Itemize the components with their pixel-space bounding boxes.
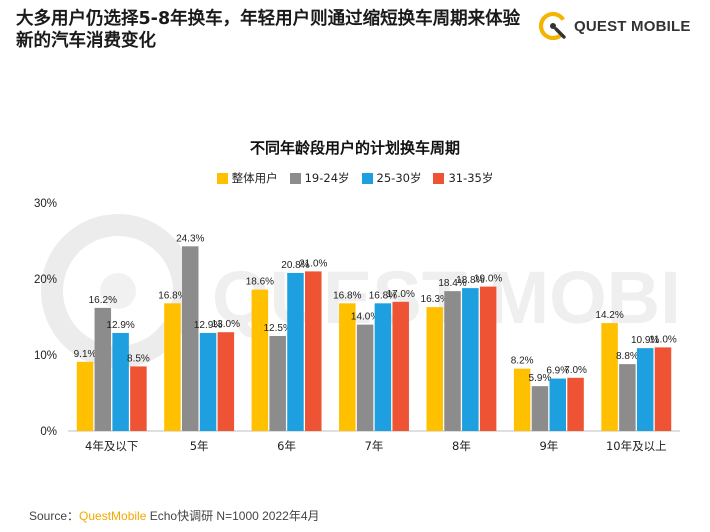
- data-label: 14.0%: [351, 312, 379, 323]
- bar: [567, 377, 584, 431]
- y-tick-label: 20%: [34, 274, 57, 286]
- brand-logo: QUEST MOBILE: [538, 9, 691, 43]
- data-label: 12.5%: [263, 323, 291, 334]
- data-label: 18.4%: [438, 278, 466, 289]
- x-tick-label: 10年及以上: [606, 439, 667, 453]
- data-label: 10.9%: [631, 335, 659, 346]
- source-prefix: Source：: [29, 509, 80, 523]
- legend-label-25-30: 25-30岁: [376, 171, 422, 185]
- data-label: 12.9%: [106, 320, 134, 331]
- bar: [444, 291, 461, 431]
- x-tick-label: 4年及以下: [85, 439, 138, 453]
- data-label: 16.3%: [421, 294, 449, 305]
- legend-swatch-25-30: [361, 172, 373, 184]
- x-tick-label: 7年: [365, 439, 384, 453]
- bar: [654, 347, 672, 431]
- bar: [601, 323, 618, 431]
- data-label: 16.8%: [158, 290, 186, 301]
- bar: [112, 332, 129, 431]
- data-label: 13.0%: [212, 319, 240, 330]
- bar: [462, 288, 479, 431]
- bar: [76, 361, 94, 431]
- bar: [619, 364, 636, 431]
- data-label: 20.8%: [281, 260, 309, 271]
- data-label: 16.8%: [333, 290, 361, 301]
- chart-title: 不同年龄段用户的计划换车周期: [249, 139, 460, 157]
- source-footer: Source：QuestMobile Echo快调研 N=1000 2022年4…: [29, 507, 320, 524]
- legend-item-overall: 整体用户: [216, 170, 278, 186]
- quest-mobile-logo-icon: [538, 11, 568, 41]
- headline: 大多用户仍选择5-8年换车，年轻用户则通过缩短换车周期来体验新的汽车消费变化: [16, 9, 521, 51]
- data-label: 8.5%: [127, 353, 150, 364]
- legend-swatch-overall: [216, 172, 228, 184]
- bar: [199, 332, 217, 431]
- bar: [94, 307, 112, 431]
- data-label: 18.8%: [456, 275, 484, 286]
- data-label: 8.8%: [616, 351, 639, 362]
- chart-legend: 整体用户 19-24岁 25-30岁 31-35岁: [0, 170, 710, 186]
- data-label: 9.1%: [74, 349, 97, 360]
- legend-label-overall: 整体用户: [231, 171, 278, 185]
- data-label: 14.2%: [595, 310, 623, 321]
- legend-label-31-35: 31-35岁: [448, 171, 494, 185]
- legend-label-19-24: 19-24岁: [304, 171, 350, 185]
- x-tick-label: 8年: [452, 439, 471, 453]
- legend-item-19-24: 19-24岁: [289, 170, 350, 186]
- y-tick-label: 30%: [34, 198, 57, 210]
- data-label: 17.0%: [387, 289, 415, 300]
- bar: [130, 366, 147, 431]
- bar: [305, 271, 322, 431]
- legend-swatch-31-35: [433, 172, 445, 184]
- bar: [479, 286, 497, 431]
- data-label: 5.9%: [529, 373, 552, 384]
- bar: [269, 336, 286, 431]
- bar: [251, 289, 269, 431]
- data-label: 11.0%: [649, 334, 677, 345]
- bar: [392, 301, 409, 431]
- legend-item-31-35: 31-35岁: [433, 170, 493, 186]
- bar: [549, 378, 567, 431]
- bar: [374, 303, 392, 431]
- legend-swatch-19-24: [289, 172, 301, 184]
- data-label: 21.0%: [299, 258, 327, 269]
- x-tick-label: 5年: [190, 439, 209, 453]
- data-label: 8.2%: [511, 356, 534, 367]
- x-tick-label: 9年: [539, 439, 558, 453]
- data-label: 18.6%: [246, 277, 274, 288]
- data-label: 12.9%: [194, 320, 222, 331]
- source-brand: QuestMobile: [79, 509, 147, 523]
- bar: [531, 386, 549, 431]
- legend-item-25-30: 25-30岁: [361, 170, 422, 186]
- x-tick-label: 6年: [277, 439, 296, 453]
- bar: [636, 348, 654, 431]
- data-label: 24.3%: [176, 233, 204, 244]
- data-label: 7.0%: [564, 365, 587, 376]
- bar: [356, 324, 374, 431]
- data-label: 6.9%: [546, 366, 569, 377]
- y-tick-label: 0%: [40, 426, 57, 438]
- y-tick-label: 10%: [34, 350, 57, 362]
- bar: [339, 303, 356, 431]
- bar: [164, 303, 181, 431]
- bar: [426, 307, 443, 431]
- bar: [513, 368, 531, 431]
- data-label: 16.2%: [89, 295, 117, 306]
- source-detail: Echo快调研 N=1000 2022年4月: [146, 509, 320, 523]
- data-label: 19.0%: [474, 274, 502, 285]
- bar: [181, 246, 199, 431]
- data-label: 16.8%: [369, 290, 397, 301]
- bar: [287, 272, 304, 431]
- bar: [217, 332, 235, 431]
- brand-name: QUEST MOBILE: [574, 17, 691, 35]
